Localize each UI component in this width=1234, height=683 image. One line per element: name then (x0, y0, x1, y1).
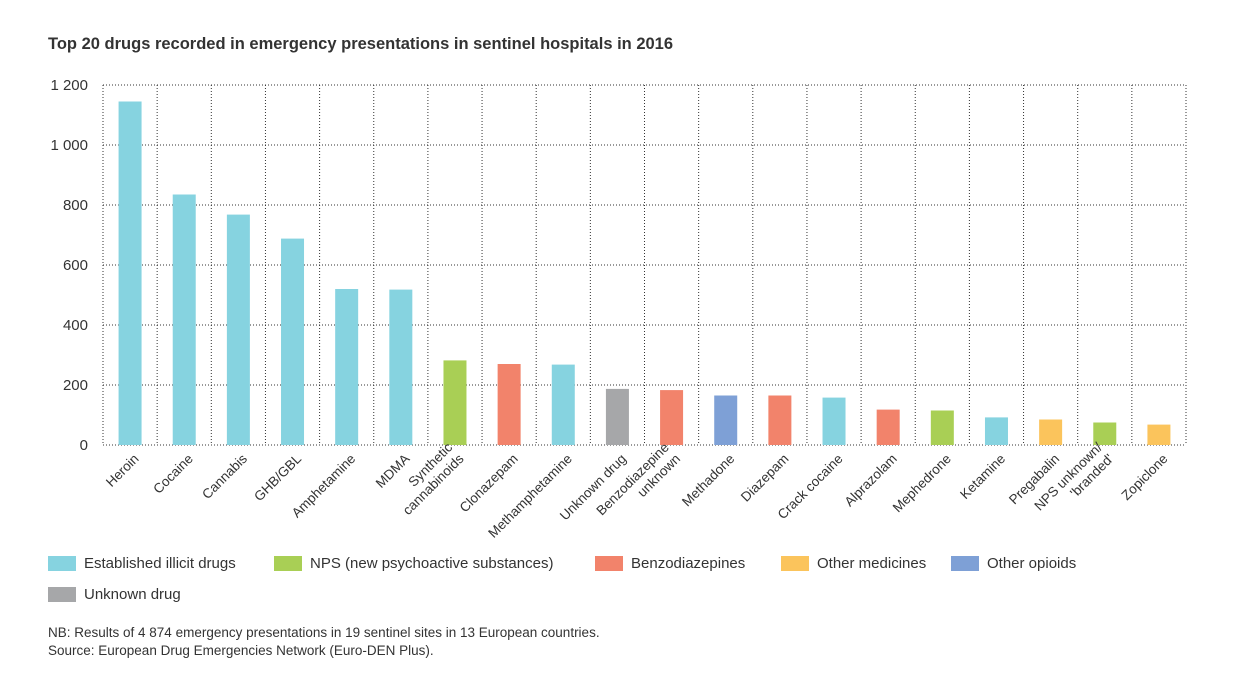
bar (497, 364, 521, 445)
bar (660, 390, 684, 445)
bar (1093, 422, 1117, 445)
legend-label: Benzodiazepines (631, 555, 746, 572)
legend-swatch (781, 556, 809, 571)
x-tick-label: Alprazolam (841, 451, 899, 509)
x-tick-label: Ketamine (957, 451, 1008, 502)
legend-swatch (951, 556, 979, 571)
bar-chart: 0 200 400 600 800 1 000 1 200 Heroin Cocaine Cann… (50, 77, 1187, 541)
bar (443, 360, 467, 445)
bar (822, 397, 846, 445)
y-tick-label: 200 (63, 377, 88, 394)
bar (551, 364, 575, 445)
x-tick-label: GHB/GBL (251, 451, 304, 504)
legend-swatch (274, 556, 302, 571)
bar (1147, 424, 1171, 445)
bar (226, 214, 250, 445)
chart-title: Top 20 drugs recorded in emergency prese… (48, 35, 674, 53)
bar (605, 388, 629, 445)
legend-item-other-opioids: Other opioids (951, 555, 1076, 572)
x-tick-label: Benzodiazepineunknown (593, 440, 683, 530)
legend-item-other-medicines: Other medicines (781, 555, 926, 572)
x-tick-label: Cocaine (150, 451, 196, 497)
x-tick-label: Methadone (679, 451, 737, 509)
bar (1039, 419, 1063, 445)
y-tick-label: 1 200 (50, 77, 88, 94)
x-tick-label: Heroin (103, 451, 142, 490)
x-tick-label: MDMA (373, 451, 413, 491)
bar (984, 417, 1008, 445)
bar (335, 289, 359, 445)
legend-item-unknown-drug: Unknown drug (48, 586, 181, 603)
y-tick-label: 800 (63, 197, 88, 214)
bar (172, 194, 196, 445)
bar (118, 101, 142, 445)
bar (389, 289, 413, 445)
legend-swatch (48, 587, 76, 602)
x-tick-label: Zopiclone (1119, 451, 1171, 503)
legend-swatch (48, 556, 76, 571)
bar (930, 410, 954, 445)
note-nb: NB: Results of 4 874 emergency presentat… (48, 625, 600, 640)
legend-label: Other medicines (817, 555, 927, 572)
chart-notes: NB: Results of 4 874 emergency presentat… (48, 624, 600, 660)
bar (281, 238, 305, 445)
legend-label: Other opioids (987, 555, 1077, 572)
note-source: Source: European Drug Emergencies Networ… (48, 643, 434, 658)
x-tick-label: Diazepam (738, 451, 792, 505)
legend-label: Unknown drug (84, 586, 181, 603)
y-tick-label: 0 (80, 437, 88, 454)
x-tick-label: Syntheticcannabinoids (388, 440, 466, 518)
y-tick-label: 400 (63, 317, 88, 334)
legend-item-benzodiazepines: Benzodiazepines (595, 555, 745, 572)
x-tick-label: Cannabis (199, 451, 250, 502)
legend-swatch (595, 556, 623, 571)
x-tick-label: NPS unknown/'branded' (1031, 440, 1116, 525)
bar (714, 395, 738, 445)
legend-label: Established illicit drugs (84, 555, 236, 572)
legend-item-established-illicit-drugs: Established illicit drugs (48, 555, 236, 572)
legend-item-nps: NPS (new psychoactive substances) (274, 555, 553, 572)
bar (768, 395, 792, 445)
bar (876, 409, 900, 445)
y-tick-label: 600 (63, 257, 88, 274)
y-tick-label: 1 000 (50, 137, 88, 154)
x-tick-label: Mephedrone (890, 451, 954, 515)
legend-label: NPS (new psychoactive substances) (310, 555, 554, 572)
